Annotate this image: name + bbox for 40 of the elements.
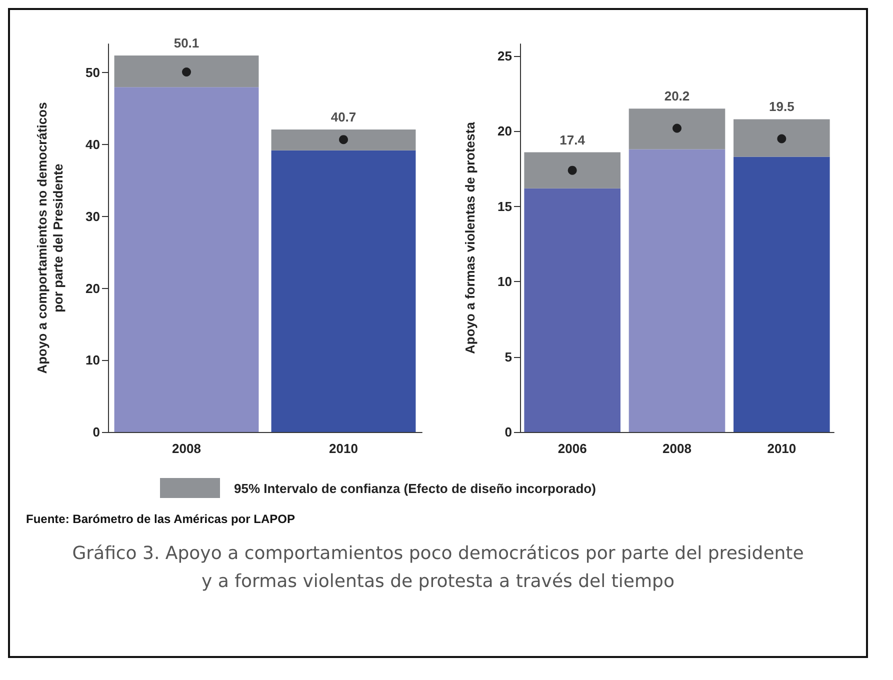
y-tick-label: 25 bbox=[498, 48, 512, 64]
bar bbox=[114, 87, 259, 432]
bar bbox=[524, 188, 620, 432]
y-axis-title: Apoyo a formas violentas de protesta bbox=[462, 121, 478, 354]
point bbox=[672, 124, 682, 133]
legend-label: 95% Intervalo de confianza (Efecto de diseño incorporado) bbox=[234, 480, 596, 496]
bar bbox=[271, 130, 416, 150]
y-axis-title: Apoyo a comportamientos no democráticos por parte del Presidente bbox=[34, 102, 66, 374]
x-tick-label: 2008 bbox=[662, 441, 692, 456]
point bbox=[777, 134, 786, 144]
bar bbox=[734, 119, 830, 157]
y-tick-label: 30 bbox=[86, 208, 100, 224]
bar bbox=[734, 156, 830, 432]
y-tick-label: 10 bbox=[498, 274, 512, 290]
bar bbox=[114, 55, 259, 88]
x-tick-label: 2010 bbox=[329, 441, 358, 456]
y-tick-label: 50 bbox=[86, 65, 100, 80]
x-tick-label: 2008 bbox=[172, 441, 201, 456]
y-tick-label: 15 bbox=[498, 198, 512, 214]
data-label: 19.5 bbox=[769, 99, 794, 114]
source-note: Fuente: Barómetro de las Américas por LAPOP bbox=[26, 512, 296, 526]
y-tick-label: 40 bbox=[86, 137, 100, 152]
y-tick-label: 20 bbox=[86, 280, 100, 296]
bar bbox=[524, 152, 620, 188]
y-tick-label: 5 bbox=[504, 349, 512, 364]
bar bbox=[271, 150, 416, 432]
y-tick-label: 10 bbox=[86, 352, 100, 368]
x-tick-label: 2010 bbox=[767, 441, 796, 456]
text: Gráfico 3. Apoyo a comportamientos poco democráticos por parte del presidente y a formas violentas de protesta a través del tiempo bbox=[71, 542, 805, 594]
x-tick-label: 2006 bbox=[558, 441, 587, 456]
y-tick-label: 0 bbox=[92, 424, 100, 440]
data-label: 17.4 bbox=[560, 132, 586, 148]
y-tick-label: 20 bbox=[498, 124, 512, 139]
data-label: 20.2 bbox=[664, 88, 690, 104]
y-tick-label: 0 bbox=[504, 424, 512, 440]
bar bbox=[628, 108, 726, 150]
bar bbox=[628, 149, 726, 432]
point bbox=[568, 166, 577, 175]
data-label: 40.7 bbox=[330, 110, 356, 125]
data-label: 50.1 bbox=[174, 35, 200, 50]
